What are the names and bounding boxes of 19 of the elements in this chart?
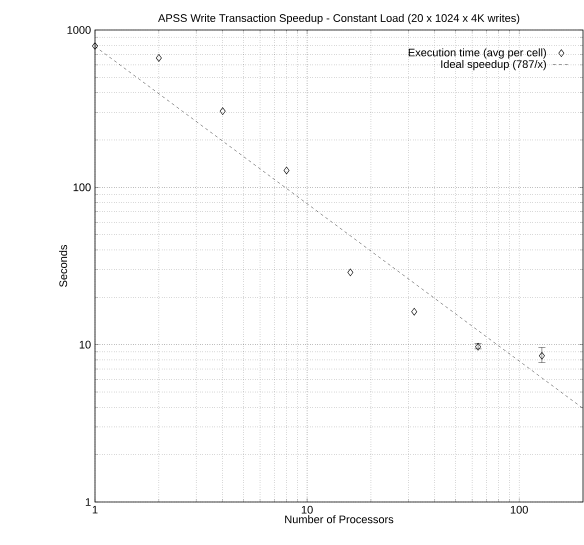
x-axis-title: Number of Processors (285, 515, 394, 524)
y-tick-label: 100 (74, 183, 91, 192)
point (156, 54, 162, 62)
legend-label: Ideal speedup (787/x) (441, 60, 546, 70)
point (347, 268, 354, 276)
point (220, 107, 226, 115)
x-tick-label: 100 (510, 506, 528, 514)
x-tick-label: 1 (92, 506, 98, 514)
x-tick-label: 10 (302, 506, 313, 514)
legend-label: Execution time (avg per cell) (408, 48, 546, 59)
y-tick-label: 1 (86, 498, 91, 506)
y-axis-title: Seconds (59, 244, 68, 287)
point (92, 42, 98, 50)
point (411, 308, 418, 316)
y-tick-label: 10 (80, 340, 91, 349)
y-tick-label: 1000 (68, 26, 91, 34)
point (284, 166, 290, 174)
point (538, 352, 545, 360)
chart-title: APSS Write Transaction Speedup - Constant Load (20 x 1024 x 4K writes) (158, 14, 520, 24)
